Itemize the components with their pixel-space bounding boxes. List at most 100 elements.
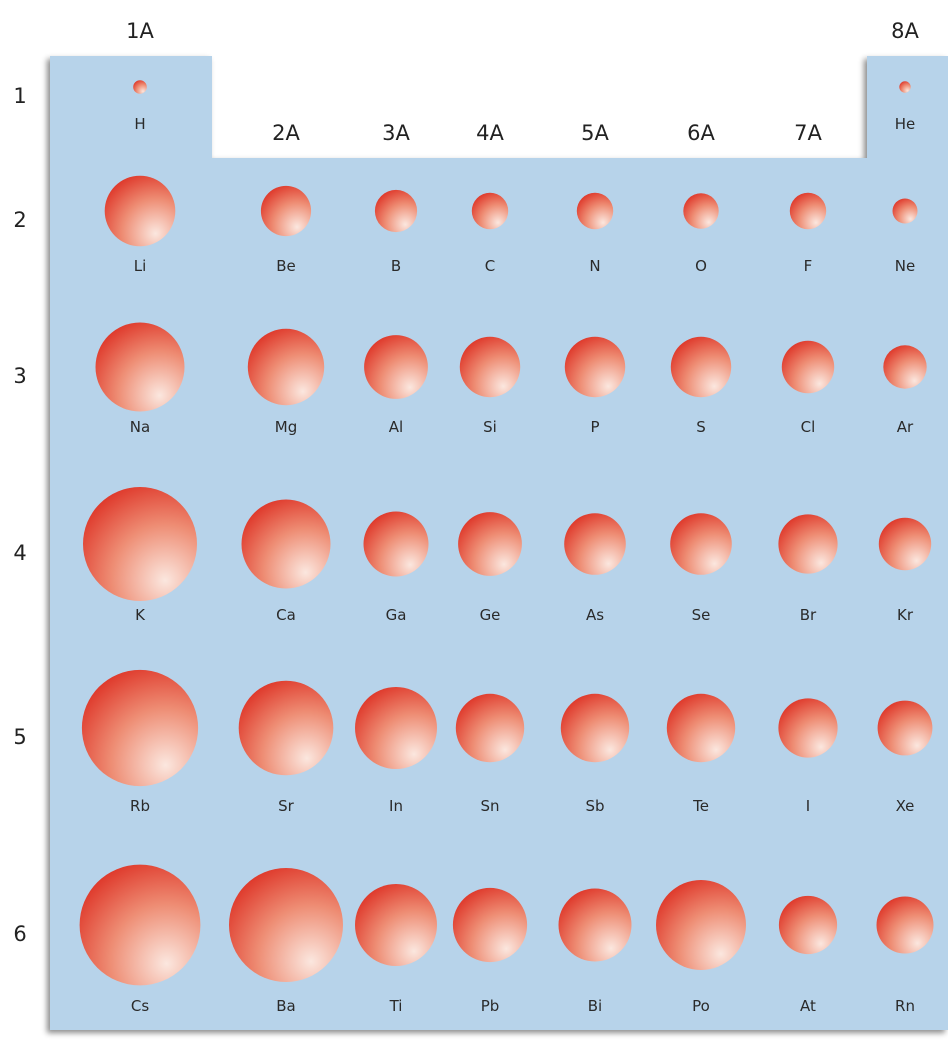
symbol-na: Na: [130, 418, 150, 436]
symbol-xe: Xe: [896, 797, 915, 815]
atom-p: [564, 336, 626, 398]
symbol-te: Te: [692, 797, 709, 815]
symbol-b: B: [391, 257, 401, 275]
symbol-as: As: [586, 606, 604, 624]
atom-na: [95, 322, 185, 412]
symbol-ar: Ar: [897, 418, 914, 436]
atom-sr: [238, 680, 334, 776]
atom-cs: [79, 864, 201, 986]
symbol-mg: Mg: [275, 418, 297, 436]
symbol-ca: Ca: [276, 606, 296, 624]
atom-h: [133, 80, 147, 94]
atom-c: [471, 192, 509, 230]
atom-br: [778, 514, 838, 574]
symbol-se: Se: [692, 606, 711, 624]
group-label-3a: 3A: [382, 121, 410, 145]
atom-se: [670, 513, 732, 575]
atom-f: [789, 192, 827, 230]
symbol-be: Be: [276, 257, 296, 275]
group-label-4a: 4A: [476, 121, 504, 145]
symbol-ga: Ga: [386, 606, 407, 624]
atom-ne: [892, 198, 918, 224]
symbol-li: Li: [134, 257, 147, 275]
atom-xe: [877, 700, 933, 756]
atom-i: [778, 698, 838, 758]
atom-as: [564, 513, 626, 575]
atom-po: [656, 880, 746, 970]
symbol-br: Br: [800, 606, 817, 624]
symbol-rb: Rb: [130, 797, 150, 815]
symbol-k: K: [135, 606, 146, 624]
group-label-1a: 1A: [126, 19, 154, 43]
symbol-si: Si: [483, 418, 497, 436]
atom-cl: [781, 340, 835, 394]
atom-k: [83, 487, 197, 601]
atom-ca: [241, 499, 331, 589]
symbol-c: C: [485, 257, 495, 275]
symbol-ti: Ti: [389, 997, 403, 1015]
atom-li: [104, 175, 176, 247]
atom-at: [778, 895, 838, 955]
atom-bi: [558, 888, 632, 962]
period-label-6: 6: [13, 922, 26, 946]
element-symbols: H He Li Be B C N O F Ne Na Mg Al Si P S Cl Ar K Ca Ga Ge As Se B…: [130, 115, 915, 1015]
atom-ar: [883, 345, 927, 389]
atom-spheres: [79, 80, 934, 986]
atom-ti: [355, 884, 437, 966]
atom-rn: [876, 896, 934, 954]
atom-ge: [458, 512, 522, 576]
symbol-at: At: [800, 997, 816, 1015]
symbol-ba: Ba: [276, 997, 295, 1015]
symbol-pb: Pb: [481, 997, 500, 1015]
atom-rb: [81, 669, 199, 787]
period-label-2: 2: [13, 208, 26, 232]
period-label-4: 4: [13, 541, 26, 565]
symbol-f: F: [804, 257, 813, 275]
symbol-o: O: [695, 257, 707, 275]
symbol-he: He: [895, 115, 916, 133]
symbol-po: Po: [692, 997, 710, 1015]
symbol-sb: Sb: [585, 797, 604, 815]
symbol-ge: Ge: [480, 606, 501, 624]
group-label-2a: 2A: [272, 121, 300, 145]
atom-mg: [247, 328, 325, 406]
atom-sn: [455, 693, 525, 763]
atom-n: [576, 192, 614, 230]
symbol-rn: Rn: [895, 997, 915, 1015]
symbol-n: N: [589, 257, 600, 275]
atom-kr: [878, 517, 932, 571]
atom-sb: [560, 693, 630, 763]
group-label-8a: 8A: [891, 19, 919, 43]
atom-si: [459, 336, 521, 398]
symbol-s: S: [696, 418, 706, 436]
atom-ga: [363, 511, 429, 577]
atom-in: [355, 687, 437, 769]
atom-b: [374, 189, 418, 233]
symbol-h: H: [134, 115, 145, 133]
symbol-cl: Cl: [801, 418, 816, 436]
symbol-sn: Sn: [480, 797, 499, 815]
group-label-6a: 6A: [687, 121, 715, 145]
group-label-5a: 5A: [581, 121, 609, 145]
atom-o: [683, 193, 719, 229]
atom-he: [899, 81, 911, 93]
symbol-i: I: [806, 797, 810, 815]
symbol-sr: Sr: [278, 797, 295, 815]
atom-te: [666, 693, 736, 763]
atom-pb: [452, 887, 528, 963]
period-label-5: 5: [13, 725, 26, 749]
atom-al: [364, 335, 428, 399]
group-labels: 1A 2A 3A 4A 5A 6A 7A 8A: [126, 19, 919, 145]
period-label-1: 1: [13, 84, 26, 108]
symbol-cs: Cs: [131, 997, 149, 1015]
atom-ba: [229, 868, 343, 982]
symbol-p: P: [590, 418, 599, 436]
period-label-3: 3: [13, 364, 26, 388]
period-labels: 1 2 3 4 5 6: [13, 84, 26, 946]
symbol-ne: Ne: [895, 257, 915, 275]
group-label-7a: 7A: [794, 121, 822, 145]
atom-s: [670, 336, 732, 398]
atom-be: [260, 185, 312, 237]
symbol-kr: Kr: [897, 606, 914, 624]
